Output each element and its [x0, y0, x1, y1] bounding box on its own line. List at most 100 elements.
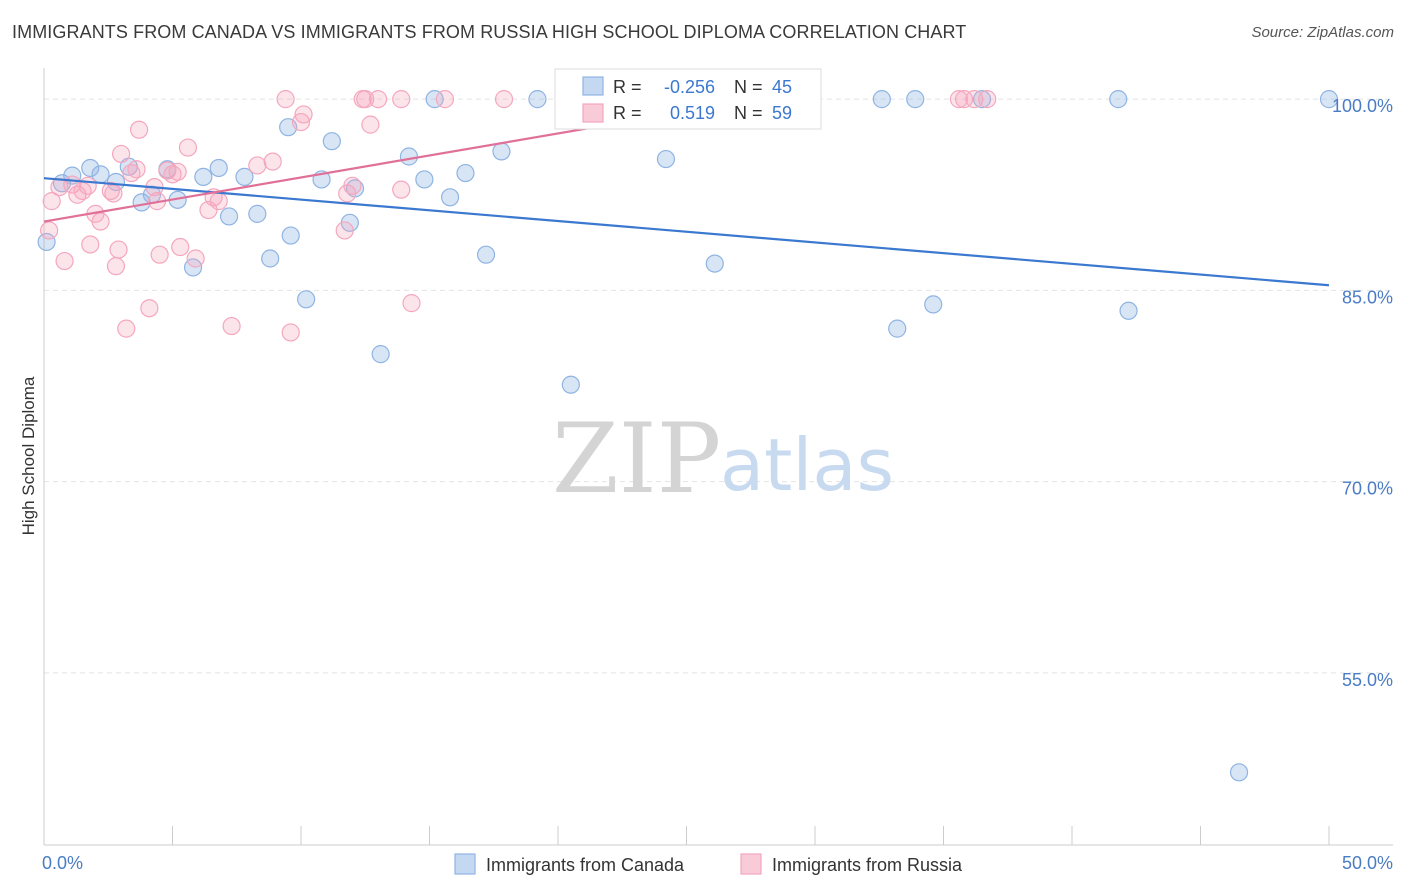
stats-n-label-canada: N =: [734, 77, 763, 97]
point-canada: [235, 167, 254, 186]
point-russia: [186, 249, 205, 268]
y-tick-label: 100.0%: [1332, 96, 1393, 116]
point-canada: [924, 295, 943, 314]
point-russia: [178, 138, 198, 157]
point-russia: [392, 180, 411, 199]
point-canada: [456, 163, 475, 183]
point-canada: [492, 142, 511, 161]
point-russia: [101, 181, 120, 201]
point-russia: [55, 251, 74, 271]
point-russia: [435, 90, 455, 109]
point-russia: [109, 240, 128, 259]
point-canada: [37, 232, 56, 252]
point-russia: [140, 299, 159, 318]
legend: Immigrants from Canada Immigrants from R…: [454, 853, 963, 875]
point-russia: [248, 156, 267, 175]
point-canada: [1319, 90, 1339, 109]
point-canada: [81, 158, 100, 178]
stats-r-label-canada: R =: [613, 77, 642, 97]
stats-r-value-russia: 0.519: [670, 103, 715, 123]
point-canada: [261, 249, 280, 268]
point-canada: [1109, 90, 1128, 109]
watermark-zip: ZIP: [552, 403, 721, 515]
point-russia: [402, 294, 421, 313]
point-russia: [965, 90, 984, 109]
point-russia: [978, 90, 997, 109]
y-tick-labels: 55.0% 70.0% 85.0% 100.0%: [1332, 96, 1393, 690]
x-ticks: [43, 826, 1330, 845]
point-russia: [117, 319, 136, 338]
point-russia: [361, 115, 380, 134]
point-canada: [656, 149, 676, 169]
stats-n-value-russia: 59: [772, 103, 792, 123]
point-canada: [106, 172, 126, 192]
point-russia: [40, 221, 59, 240]
point-canada: [705, 254, 724, 273]
series-canada-points: [37, 90, 1339, 782]
point-canada: [371, 345, 390, 364]
x-tick-label-min: 0.0%: [42, 853, 83, 873]
point-russia: [78, 176, 97, 195]
point-canada: [281, 226, 300, 245]
point-russia: [168, 162, 187, 181]
point-russia: [42, 192, 61, 211]
point-russia: [91, 212, 110, 231]
chart-title: IMMIGRANTS FROM CANADA VS IMMIGRANTS FRO…: [12, 22, 967, 42]
point-canada: [322, 132, 341, 151]
point-russia: [343, 176, 362, 195]
source-label: Source: ZipAtlas.com: [1251, 24, 1394, 41]
point-canada: [1119, 301, 1138, 320]
point-canada: [297, 290, 316, 309]
point-russia: [949, 90, 969, 109]
point-russia: [106, 257, 126, 276]
point-russia: [129, 120, 149, 139]
trend-line-canada: [43, 177, 1330, 287]
point-canada: [561, 375, 580, 394]
stats-swatch-russia: [582, 103, 604, 123]
point-canada: [872, 90, 891, 109]
point-russia: [369, 90, 388, 109]
point-russia: [954, 90, 974, 109]
point-russia: [104, 184, 123, 203]
point-russia: [127, 160, 146, 179]
legend-label-russia: Immigrants from Russia: [772, 855, 963, 875]
stats-box: R = -0.256 N = 45 R = 0.519 N = 59: [554, 68, 822, 130]
y-tick-label: 85.0%: [1342, 287, 1393, 307]
stats-r-value-canada: -0.256: [664, 77, 715, 97]
y-tick-label: 70.0%: [1342, 479, 1393, 499]
point-russia: [281, 323, 300, 342]
point-russia: [163, 165, 182, 184]
point-russia: [356, 90, 375, 109]
legend-swatch-russia: [740, 853, 762, 875]
point-canada: [194, 167, 213, 186]
point-canada: [1229, 763, 1249, 782]
y-tick-label: 55.0%: [1342, 670, 1393, 690]
point-canada: [209, 158, 228, 178]
point-canada: [415, 170, 434, 189]
point-russia: [171, 237, 190, 257]
point-russia: [494, 90, 514, 109]
point-russia: [81, 235, 100, 254]
point-russia: [150, 245, 169, 264]
point-canada: [906, 90, 925, 109]
point-russia: [263, 152, 282, 171]
point-canada: [972, 90, 992, 109]
point-canada: [248, 204, 267, 223]
point-russia: [276, 90, 295, 109]
legend-label-canada: Immigrants from Canada: [486, 855, 685, 875]
point-canada: [476, 245, 496, 264]
point-russia: [392, 90, 411, 109]
legend-swatch-canada: [454, 853, 476, 875]
point-canada: [399, 147, 419, 166]
point-canada: [888, 319, 907, 338]
x-tick-label-max: 50.0%: [1342, 853, 1393, 873]
stats-n-label-russia: N =: [734, 103, 763, 123]
series-russia-points: [40, 90, 997, 342]
point-russia: [209, 192, 228, 211]
stats-r-label-russia: R =: [613, 103, 642, 123]
point-russia: [222, 316, 241, 336]
point-russia: [335, 221, 354, 240]
y-axis-label: High School Diploma: [19, 376, 38, 535]
point-canada: [528, 90, 547, 109]
